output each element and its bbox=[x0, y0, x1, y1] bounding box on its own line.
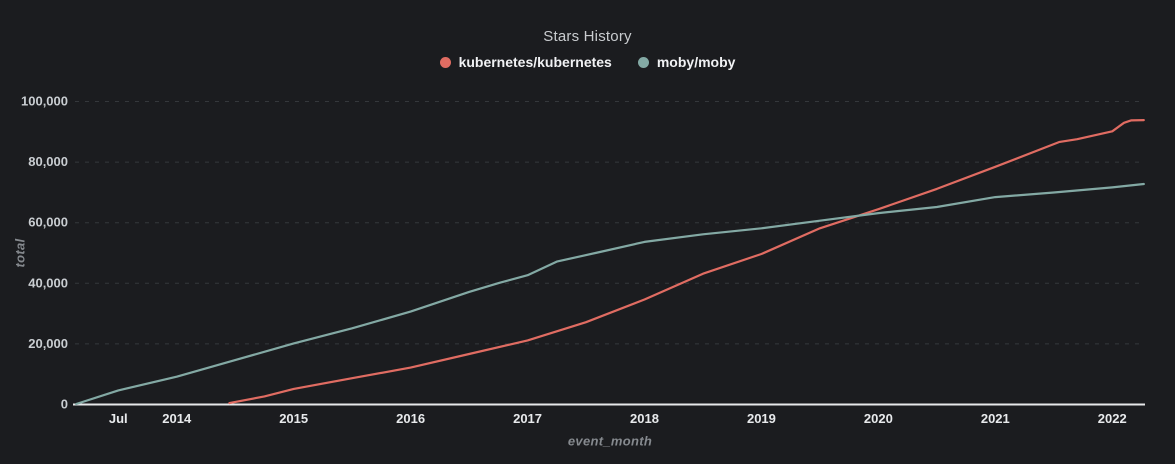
x-tick-label: 2022 bbox=[1098, 411, 1127, 426]
legend-label-kubernetes: kubernetes/kubernetes bbox=[458, 54, 612, 70]
legend-label-moby: moby/moby bbox=[656, 54, 736, 70]
legend-dot-icon bbox=[637, 56, 649, 68]
x-axis-title: event_month bbox=[567, 433, 653, 449]
x-tick-label: 2016 bbox=[396, 411, 425, 426]
x-tick-label: 2017 bbox=[513, 411, 542, 426]
legend-item-moby[interactable]: moby/moby bbox=[637, 54, 736, 70]
x-tick-label: Jul bbox=[109, 411, 128, 426]
x-tick-label: 2015 bbox=[279, 411, 308, 426]
y-tick-label: 80,000 bbox=[28, 154, 68, 169]
y-tick-label: 0 bbox=[61, 397, 68, 412]
x-tick-label: 2021 bbox=[981, 411, 1010, 426]
y-tick-label: 20,000 bbox=[28, 336, 68, 351]
y-tick-label: 100,000 bbox=[21, 94, 68, 109]
series-line-kubernetes bbox=[228, 118, 1145, 405]
chart-title: Stars History bbox=[543, 28, 632, 45]
y-tick-label: 40,000 bbox=[28, 275, 68, 290]
x-tick-label: 2014 bbox=[162, 411, 192, 426]
x-tick-label: 2019 bbox=[747, 411, 776, 426]
x-tick-label: 2020 bbox=[864, 411, 893, 426]
y-axis-title: total bbox=[12, 238, 28, 268]
legend-item-kubernetes[interactable]: kubernetes/kubernetes bbox=[439, 54, 612, 70]
legend-dot-icon bbox=[439, 56, 451, 68]
series-line-moby bbox=[75, 182, 1145, 406]
x-tick-label: 2018 bbox=[630, 411, 659, 426]
legend: kubernetes/kubernetes moby/moby bbox=[0, 54, 1175, 70]
y-tick-label: 60,000 bbox=[28, 215, 68, 230]
